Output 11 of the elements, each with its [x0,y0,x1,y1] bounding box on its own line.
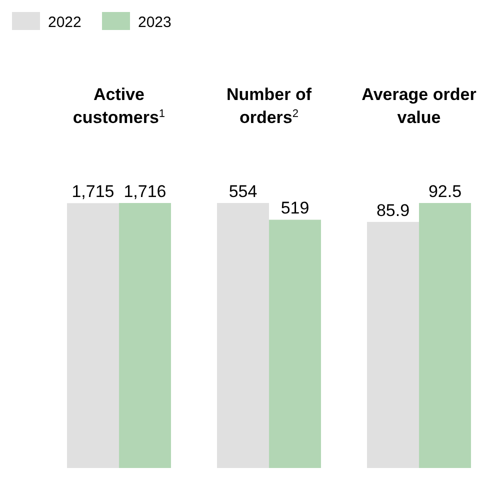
legend-label: 2023 [138,14,172,31]
chart-title: Average order value [362,85,477,127]
data-label: 85.9 [376,200,410,220]
data-label: 519 [280,198,310,218]
data-label: 92.5 [428,182,462,201]
chart-title: Number of orders$^{2}$ [226,85,312,127]
data-label: 1,716 [124,182,166,201]
chart-title: Active customers$^{1}$ [72,85,166,127]
legend-label: 2022 [48,14,82,31]
data-label: 1,715 [72,182,114,202]
data-label: 554 [228,182,258,201]
